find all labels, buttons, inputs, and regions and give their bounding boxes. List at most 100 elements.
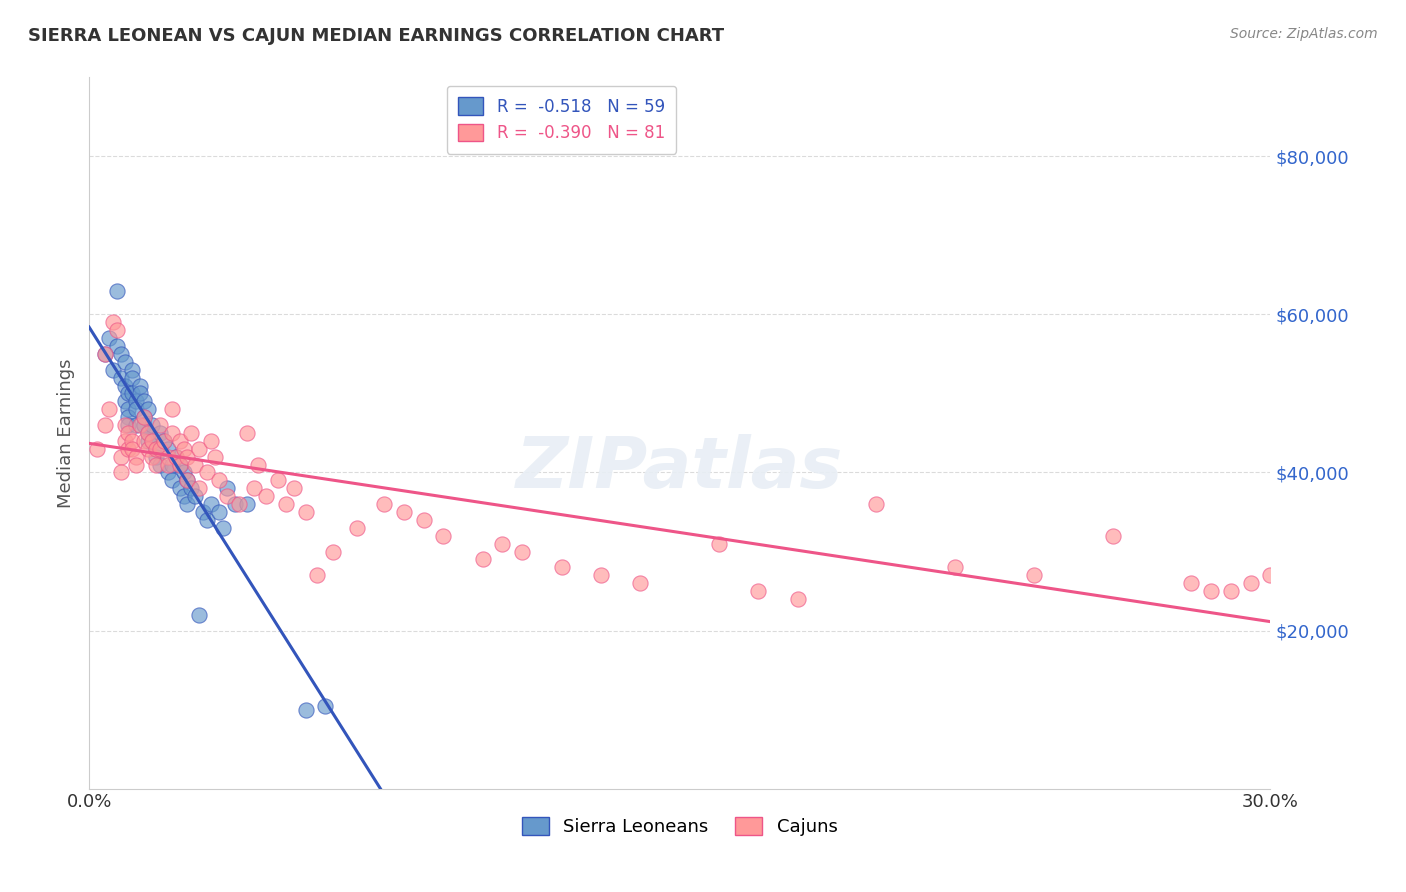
Cajuns — [491, 536, 513, 550]
Cajuns — [267, 474, 290, 488]
Cajuns — [176, 474, 198, 488]
Cajuns — [707, 536, 730, 550]
Sierra Leoneans — [149, 425, 172, 440]
Sierra Leoneans — [224, 497, 246, 511]
Cajuns — [1180, 576, 1202, 591]
Sierra Leoneans — [145, 442, 167, 456]
Cajuns — [136, 442, 159, 456]
Cajuns — [432, 529, 454, 543]
Cajuns — [208, 474, 231, 488]
Sierra Leoneans — [117, 402, 139, 417]
Cajuns — [173, 442, 195, 456]
Cajuns — [510, 544, 533, 558]
Cajuns — [1022, 568, 1045, 582]
Sierra Leoneans — [215, 481, 238, 495]
Cajuns — [943, 560, 966, 574]
Cajuns — [94, 418, 117, 433]
Sierra Leoneans — [97, 331, 120, 345]
Cajuns — [134, 434, 156, 448]
Cajuns — [156, 458, 179, 472]
Sierra Leoneans — [117, 418, 139, 433]
Cajuns — [114, 434, 136, 448]
Cajuns — [160, 402, 183, 417]
Cajuns — [254, 489, 277, 503]
Sierra Leoneans — [136, 425, 159, 440]
Sierra Leoneans — [160, 474, 183, 488]
Cajuns — [160, 425, 183, 440]
Sierra Leoneans — [110, 347, 132, 361]
Cajuns — [121, 434, 143, 448]
Cajuns — [125, 458, 148, 472]
Cajuns — [110, 450, 132, 464]
Cajuns — [243, 481, 266, 495]
Cajuns — [145, 458, 167, 472]
Sierra Leoneans — [117, 386, 139, 401]
Cajuns — [228, 497, 250, 511]
Cajuns — [149, 442, 172, 456]
Sierra Leoneans — [125, 418, 148, 433]
Cajuns — [114, 418, 136, 433]
Sierra Leoneans — [117, 410, 139, 425]
Cajuns — [176, 450, 198, 464]
Cajuns — [169, 434, 191, 448]
Sierra Leoneans — [184, 489, 207, 503]
Sierra Leoneans — [235, 497, 257, 511]
Sierra Leoneans — [121, 363, 143, 377]
Cajuns — [136, 425, 159, 440]
Cajuns — [86, 442, 108, 456]
Cajuns — [117, 442, 139, 456]
Sierra Leoneans — [212, 521, 235, 535]
Sierra Leoneans — [121, 370, 143, 384]
Y-axis label: Median Earnings: Median Earnings — [58, 359, 75, 508]
Sierra Leoneans — [176, 497, 198, 511]
Cajuns — [346, 521, 368, 535]
Cajuns — [322, 544, 344, 558]
Cajuns — [589, 568, 612, 582]
Cajuns — [134, 410, 156, 425]
Sierra Leoneans — [134, 418, 156, 433]
Cajuns — [747, 584, 769, 599]
Text: Source: ZipAtlas.com: Source: ZipAtlas.com — [1230, 27, 1378, 41]
Cajuns — [165, 450, 187, 464]
Cajuns — [200, 434, 222, 448]
Cajuns — [121, 442, 143, 456]
Cajuns — [105, 323, 128, 337]
Cajuns — [215, 489, 238, 503]
Sierra Leoneans — [101, 363, 124, 377]
Cajuns — [865, 497, 887, 511]
Cajuns — [141, 450, 163, 464]
Cajuns — [145, 442, 167, 456]
Sierra Leoneans — [173, 466, 195, 480]
Cajuns — [195, 466, 218, 480]
Cajuns — [153, 434, 176, 448]
Sierra Leoneans — [160, 458, 183, 472]
Sierra Leoneans — [180, 481, 202, 495]
Sierra Leoneans — [129, 378, 152, 392]
Text: SIERRA LEONEAN VS CAJUN MEDIAN EARNINGS CORRELATION CHART: SIERRA LEONEAN VS CAJUN MEDIAN EARNINGS … — [28, 27, 724, 45]
Cajuns — [180, 425, 202, 440]
Sierra Leoneans — [121, 386, 143, 401]
Cajuns — [97, 402, 120, 417]
Sierra Leoneans — [169, 458, 191, 472]
Cajuns — [235, 425, 257, 440]
Sierra Leoneans — [208, 505, 231, 519]
Sierra Leoneans — [153, 434, 176, 448]
Sierra Leoneans — [114, 378, 136, 392]
Sierra Leoneans — [195, 513, 218, 527]
Sierra Leoneans — [314, 698, 336, 713]
Cajuns — [628, 576, 651, 591]
Cajuns — [294, 505, 316, 519]
Cajuns — [110, 466, 132, 480]
Sierra Leoneans — [294, 702, 316, 716]
Sierra Leoneans — [141, 434, 163, 448]
Sierra Leoneans — [105, 284, 128, 298]
Cajuns — [412, 513, 434, 527]
Cajuns — [1219, 584, 1241, 599]
Sierra Leoneans — [200, 497, 222, 511]
Sierra Leoneans — [134, 394, 156, 409]
Cajuns — [1199, 584, 1222, 599]
Sierra Leoneans — [156, 466, 179, 480]
Cajuns — [204, 450, 226, 464]
Sierra Leoneans — [188, 607, 211, 622]
Sierra Leoneans — [169, 481, 191, 495]
